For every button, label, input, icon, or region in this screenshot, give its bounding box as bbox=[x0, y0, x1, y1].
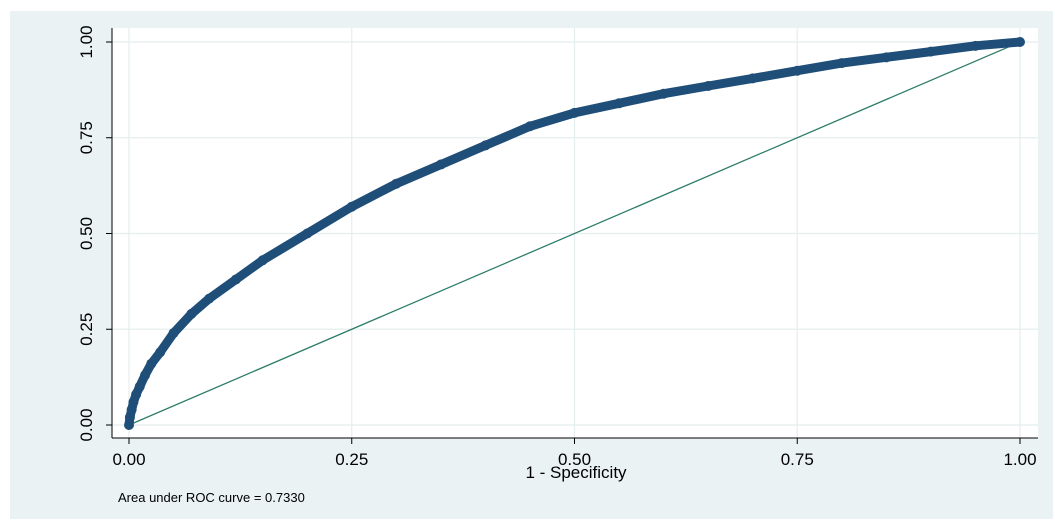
roc-point-24 bbox=[747, 73, 758, 84]
roc-point-27 bbox=[881, 52, 892, 63]
roc-point-16 bbox=[391, 178, 402, 189]
y-tick-label-4: 1.00 bbox=[77, 25, 96, 58]
roc-point-26 bbox=[836, 58, 847, 69]
roc-curve-layer bbox=[124, 37, 1025, 430]
roc-point-18 bbox=[480, 140, 491, 151]
roc-point-14 bbox=[302, 228, 313, 239]
roc-point-5 bbox=[134, 381, 145, 392]
roc-point-0 bbox=[124, 420, 134, 430]
roc-point-21 bbox=[614, 98, 625, 109]
auc-annotation: Area under ROC curve = 0.7330 bbox=[118, 490, 305, 505]
x-tick-label-1: 0.25 bbox=[335, 450, 368, 469]
y-tick-label-0: 0.00 bbox=[77, 408, 96, 441]
roc-point-4 bbox=[131, 389, 142, 400]
roc-point-15 bbox=[346, 201, 357, 212]
reference-line bbox=[128, 41, 1021, 426]
tick-labels: 0.00 0.25 0.50 0.75 1.00 0.00 0.25 0.50 0.75 1.00 bbox=[77, 25, 1037, 469]
roc-point-19 bbox=[524, 121, 535, 132]
roc-point-20 bbox=[569, 107, 580, 118]
roc-point-12 bbox=[230, 274, 241, 285]
x-axis-title: 1 - Specificity bbox=[525, 463, 627, 482]
roc-point-30 bbox=[1015, 37, 1025, 47]
roc-point-28 bbox=[925, 46, 936, 57]
roc-point-7 bbox=[146, 358, 157, 369]
y-tick-label-3: 0.75 bbox=[77, 121, 96, 154]
x-tick-label-4: 1.00 bbox=[1003, 450, 1036, 469]
y-tick-label-2: 0.50 bbox=[77, 217, 96, 250]
roc-point-3 bbox=[128, 397, 139, 408]
roc-point-22 bbox=[658, 88, 669, 99]
roc-point-6 bbox=[140, 370, 151, 381]
x-tick-label-2: 0.50 bbox=[558, 450, 591, 469]
roc-point-1 bbox=[124, 412, 135, 423]
roc-point-13 bbox=[257, 255, 268, 266]
roc-point-25 bbox=[792, 65, 803, 76]
roc-point-2 bbox=[126, 404, 137, 415]
roc-point-10 bbox=[186, 308, 197, 319]
roc-point-8 bbox=[155, 347, 166, 358]
roc-point-17 bbox=[435, 159, 446, 170]
y-tick-label-1: 0.25 bbox=[77, 313, 96, 346]
roc-point-29 bbox=[970, 40, 981, 51]
roc-point-11 bbox=[204, 293, 215, 304]
x-tick-label-0: 0.00 bbox=[112, 450, 145, 469]
reference-line-layer bbox=[128, 41, 1021, 426]
x-tick-label-3: 0.75 bbox=[781, 450, 814, 469]
roc-point-23 bbox=[703, 81, 714, 92]
roc-point-9 bbox=[168, 328, 179, 339]
